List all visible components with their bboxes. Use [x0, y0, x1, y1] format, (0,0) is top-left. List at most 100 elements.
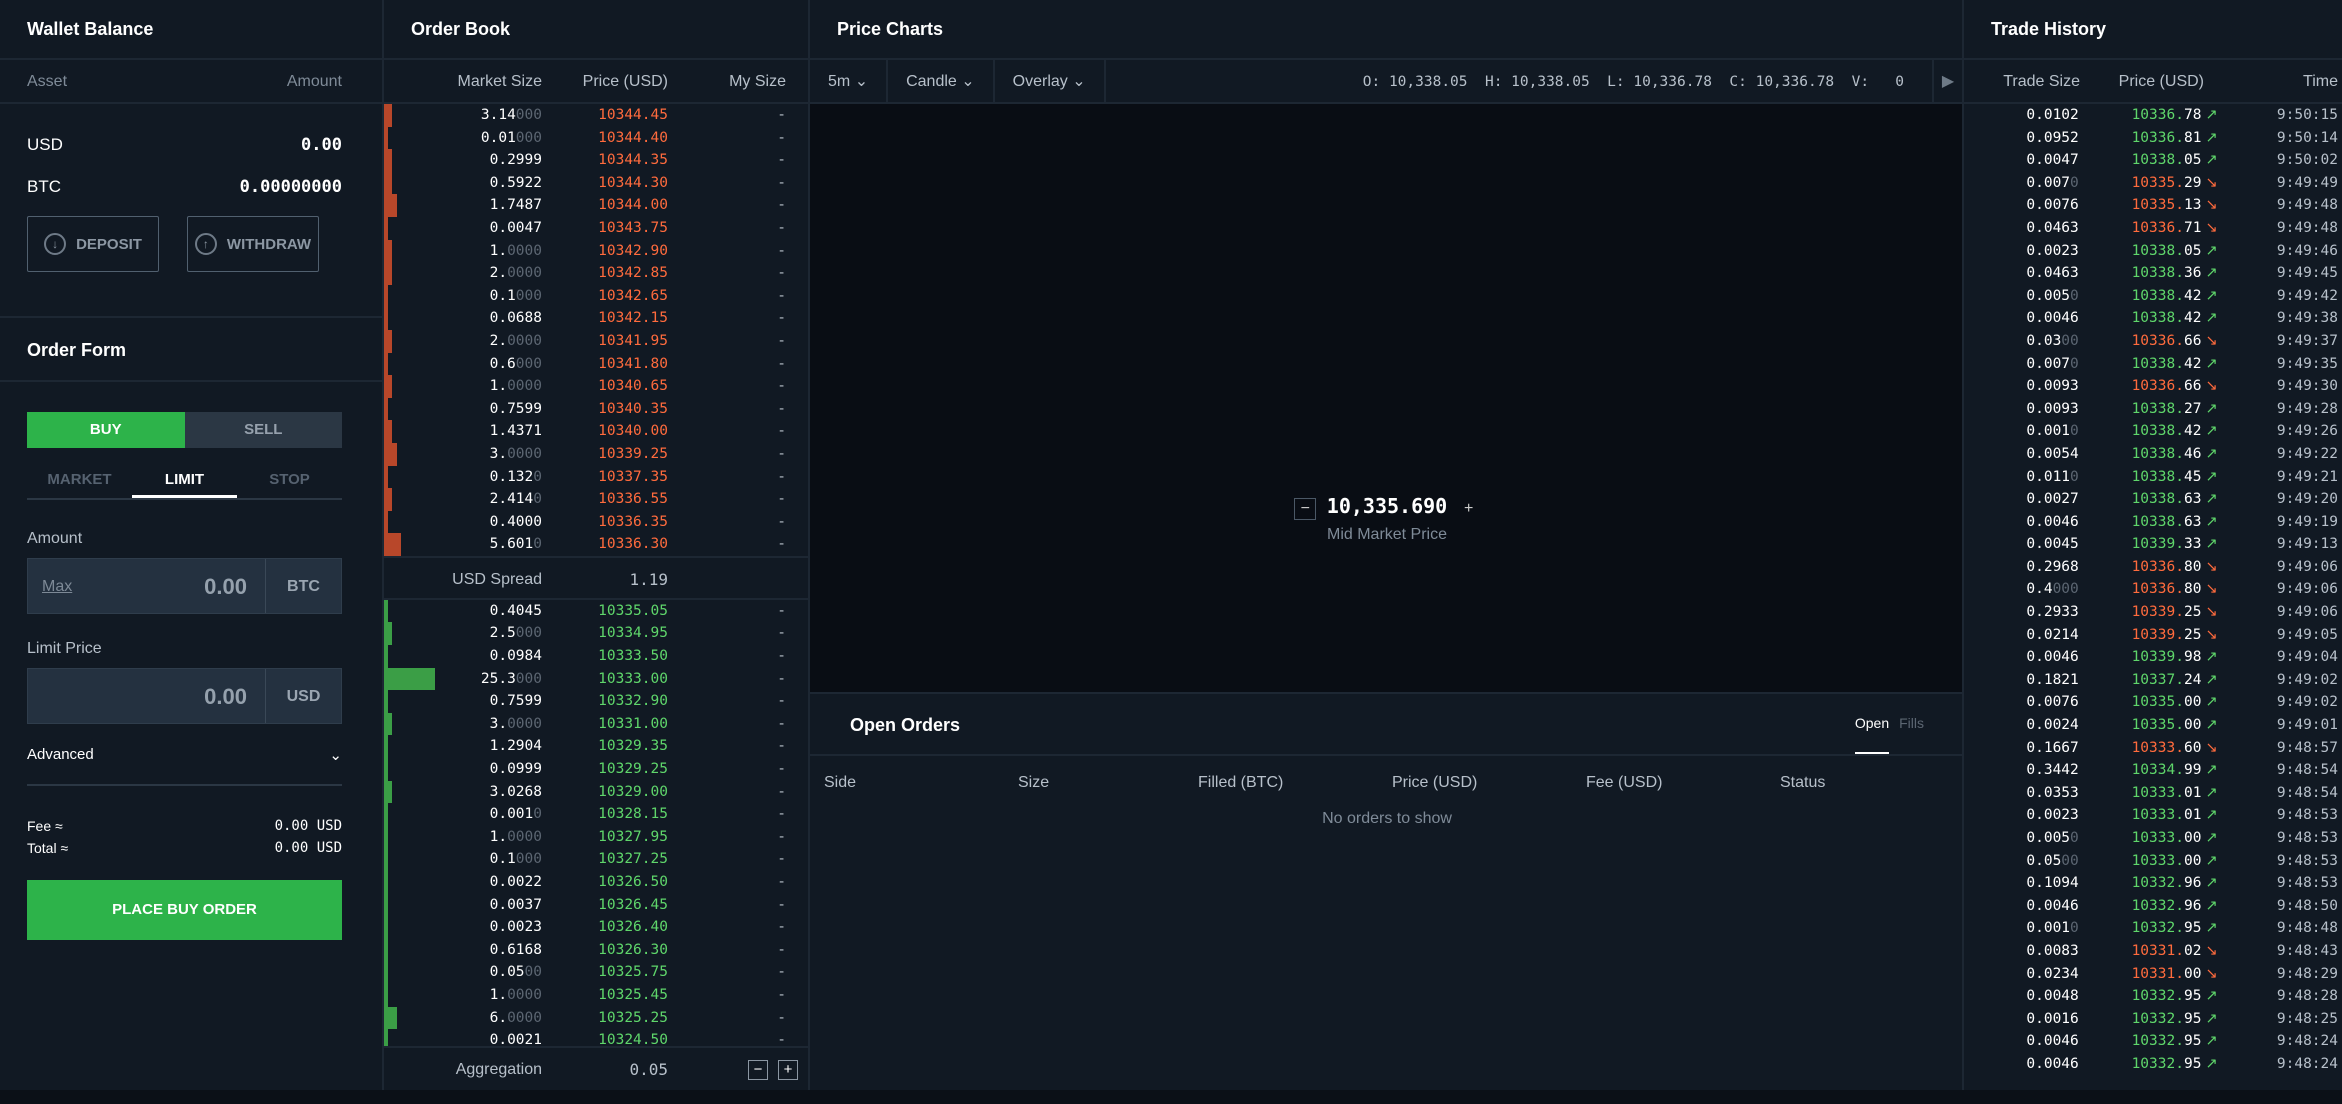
candlestick-chart[interactable]: $10,425$10,400$10,375$10,350$10,325$10,3…	[810, 106, 1964, 476]
ask-row[interactable]: 0.1320 10337.35 -	[384, 465, 808, 489]
limit-price-input[interactable]: 0.00	[204, 684, 247, 709]
size-trailing-zeros: 0000	[507, 242, 542, 259]
amount-field[interactable]: Max 0.00 BTC	[27, 558, 342, 614]
fills-tab[interactable]: Fills	[1899, 715, 1924, 731]
plus-icon[interactable]: +	[1463, 500, 1474, 517]
my-size: -	[777, 287, 786, 304]
withdraw-button[interactable]: ↑ WITHDRAW	[187, 216, 319, 272]
trade-row: 0.4000 10336.80 ↘ 9:49:06	[1964, 578, 2342, 601]
place-buy-order-button[interactable]: PLACE BUY ORDER	[27, 880, 342, 940]
bid-row[interactable]: 0.4045 10335.05 -	[384, 599, 808, 623]
minus-icon[interactable]: −	[748, 1060, 768, 1080]
depth-chart[interactable]: 300030000,130$10,180$10,230$10,280$10,33…	[810, 540, 1964, 690]
depth-bar	[384, 1006, 397, 1030]
overlay-select[interactable]: Overlay ⌄	[995, 60, 1106, 102]
ask-row[interactable]: 2.4140 10336.55 -	[384, 488, 808, 511]
mid-price-row: − 10,335.690 +	[810, 494, 1962, 521]
plus-icon[interactable]: +	[778, 1060, 798, 1080]
ask-row[interactable]: 5.6010 10336.30 -	[384, 533, 808, 556]
bid-row[interactable]: 1.0000 10325.45 -	[384, 983, 808, 1007]
max-link[interactable]: Max	[42, 578, 73, 595]
bid-row[interactable]: 0.0022 10326.50 -	[384, 871, 808, 894]
trade-row: 0.0050 10338.42 ↗ 9:49:42	[1964, 285, 2342, 308]
aggregation-row: Aggregation 0.05 − +	[384, 1046, 808, 1090]
ask-row[interactable]: 0.0047 10343.75 -	[384, 216, 808, 240]
bid-row[interactable]: 0.0984 10333.50 -	[384, 645, 808, 668]
trade-time: 9:49:38	[2276, 310, 2338, 327]
trade-size: 0.0463	[2026, 219, 2079, 236]
bid-row[interactable]: 1.0000 10327.95 -	[384, 825, 808, 849]
limit-price-field[interactable]: 0.00 USD	[27, 668, 342, 724]
ask-row[interactable]: 0.7599 10340.35 -	[384, 397, 808, 421]
bid-row[interactable]: 25.3000 10333.00 -	[384, 667, 808, 691]
bid-row[interactable]: 6.0000 10325.25 -	[384, 1006, 808, 1030]
open-tab[interactable]: Open	[1854, 712, 1890, 754]
chevron-down-icon: ⌄	[329, 747, 342, 764]
bid-row[interactable]: 0.0021 10324.50 -	[384, 1029, 808, 1052]
trade-size: 0.0076	[2026, 197, 2079, 214]
bid-row[interactable]: 0.6168 10326.30 -	[384, 938, 808, 962]
arrow-up-right-icon: ↗	[2205, 287, 2218, 304]
bid-row[interactable]: 0.7599 10332.90 -	[384, 690, 808, 713]
price-cents: 35	[650, 738, 668, 755]
ask-row[interactable]: 0.1000 10342.65 -	[384, 284, 808, 308]
trade-size: 0.1094	[2026, 875, 2079, 892]
my-size: -	[777, 761, 786, 778]
minus-icon[interactable]: −	[1294, 498, 1317, 520]
trade-time: 9:49:35	[2276, 355, 2338, 372]
amount-input[interactable]: 0.00	[204, 574, 247, 599]
depth-bar	[384, 780, 393, 804]
trade-size: 0.0046	[2026, 310, 2079, 327]
bid-row[interactable]: 0.0037 10326.45 -	[384, 893, 808, 917]
interval-select[interactable]: 5m ⌄	[810, 60, 889, 102]
deposit-button[interactable]: ↓ DEPOSIT	[27, 216, 159, 272]
ask-row[interactable]: 3.0000 10339.25 -	[384, 442, 808, 466]
bid-row[interactable]: 0.1000 10327.25 -	[384, 848, 808, 871]
price-cents: 63	[2183, 513, 2202, 530]
ask-row[interactable]: 2.0000 10342.85 -	[384, 262, 808, 285]
bid-row[interactable]: 1.2904 10329.35 -	[384, 735, 808, 759]
depth-bar	[384, 667, 435, 691]
ask-row[interactable]: 0.01000 10344.40 -	[384, 126, 808, 150]
play-icon[interactable]: ▶	[1932, 60, 1962, 102]
price-cents: 35	[650, 468, 668, 485]
trade-row: 0.0046 10332.96 ↗ 9:48:50	[1964, 895, 2342, 918]
bid-row[interactable]: 0.0023 10326.40 -	[384, 916, 808, 939]
trade-row: 0.0353 10333.01 ↗ 9:48:54	[1964, 782, 2342, 805]
bid-row[interactable]: 2.5000 10334.95 -	[384, 622, 808, 646]
ask-row[interactable]: 1.0000 10340.65 -	[384, 375, 808, 398]
price-cents: 46	[2183, 445, 2202, 462]
bid-row[interactable]: 3.0000 10331.00 -	[384, 712, 808, 736]
chart-type-select[interactable]: Candle ⌄	[888, 60, 995, 102]
trade-time: 9:49:01	[2276, 717, 2338, 734]
price-cents: 50	[650, 874, 668, 890]
ask-row[interactable]: 0.2999 10344.35 -	[384, 149, 808, 172]
ask-row[interactable]: 2.0000 10341.95 -	[384, 329, 808, 353]
price: 10328.15	[598, 806, 668, 823]
bid-row[interactable]: 0.0010 10328.15 -	[384, 803, 808, 826]
sell-tab[interactable]: SELL	[184, 412, 342, 448]
stop-tab[interactable]: STOP	[269, 471, 310, 488]
trade-price: 10338.42	[2131, 355, 2202, 372]
limit-tab[interactable]: LIMIT	[132, 460, 237, 498]
ask-row[interactable]: 1.7487 10344.00 -	[384, 194, 808, 217]
advanced-toggle[interactable]: Advanced ⌄	[27, 746, 342, 786]
ask-row[interactable]: 0.0688 10342.15 -	[384, 307, 808, 330]
trade-price: 10333.01	[2131, 807, 2202, 824]
ask-row[interactable]: 1.4371 10340.00 -	[384, 420, 808, 443]
ask-row[interactable]: 3.14000 10344.45 -	[384, 104, 808, 127]
trade-row: 0.0093 10336.66 ↘ 9:49:30	[1964, 375, 2342, 398]
buy-tab[interactable]: BUY	[27, 412, 185, 448]
ask-row[interactable]: 0.4000 10336.35 -	[384, 510, 808, 534]
bid-row[interactable]: 0.0500 10325.75 -	[384, 961, 808, 984]
trade-size: 0.0016	[2026, 1010, 2079, 1027]
depth-bar	[384, 712, 393, 736]
price: 10331.00	[598, 715, 668, 732]
bid-row[interactable]: 3.0268 10329.00 -	[384, 780, 808, 804]
ask-row[interactable]: 0.6000 10341.80 -	[384, 352, 808, 376]
ask-row[interactable]: 0.5922 10344.30 -	[384, 171, 808, 195]
bid-row[interactable]: 0.0999 10329.25 -	[384, 758, 808, 781]
ask-row[interactable]: 1.0000 10342.90 -	[384, 239, 808, 263]
depth-bar	[384, 848, 389, 871]
market-tab[interactable]: MARKET	[47, 471, 112, 488]
